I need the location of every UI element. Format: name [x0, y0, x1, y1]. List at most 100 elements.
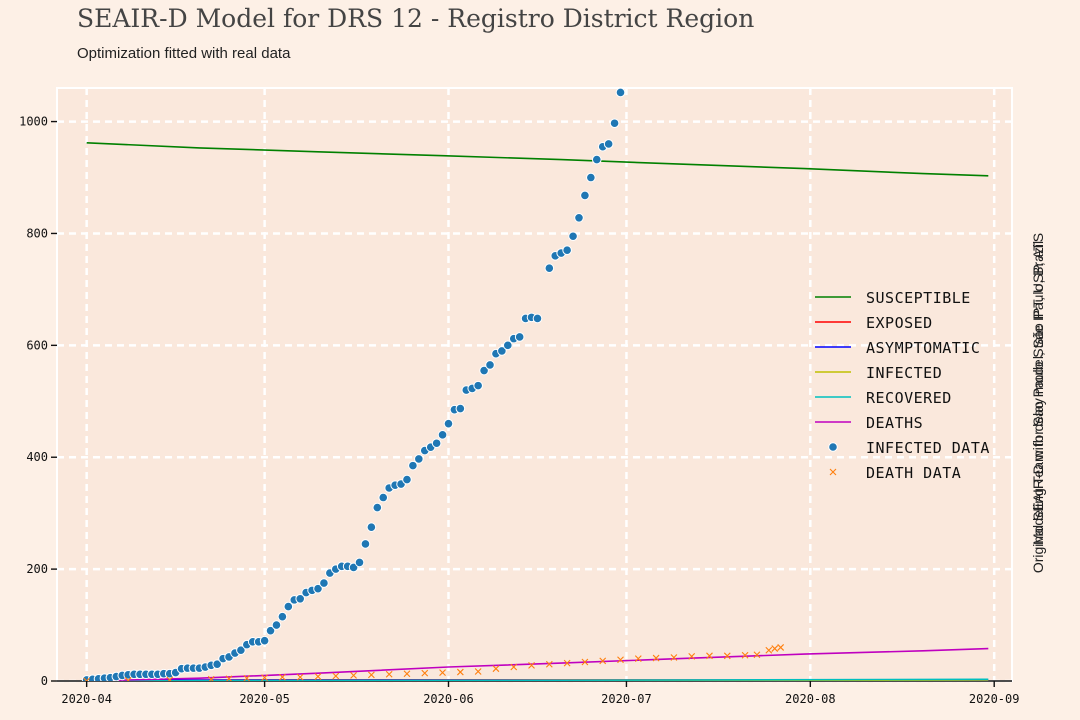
series-line-deaths [86, 647, 989, 681]
legend: SUSCEPTIBLE EXPOSED ASYMPTOMATIC INFECTED RE… [815, 289, 990, 482]
point-death-data [83, 677, 91, 681]
legend-label-recovered: RECOVERED [866, 389, 952, 407]
point-infected-data [354, 557, 365, 568]
legend-label-susceptible: SUSCEPTIBLE [866, 289, 971, 307]
point-death-data [243, 674, 251, 681]
point-death-data [741, 651, 749, 659]
point-death-data [528, 661, 535, 669]
point-death-data [581, 658, 589, 666]
point-death-data [385, 670, 393, 678]
point-infected-data [485, 360, 495, 370]
point-infected-data [265, 625, 276, 636]
point-infected-data [378, 492, 389, 503]
point-death-data [510, 663, 518, 671]
y-tick-label: 800 [26, 226, 48, 240]
point-infected-data [366, 522, 377, 532]
point-infected-data [514, 332, 525, 342]
y-tick-label: 0 [41, 674, 48, 688]
point-death-data [634, 655, 642, 663]
point-death-data [332, 672, 340, 680]
point-death-data [777, 644, 785, 651]
x-tick-label: 2020-07 [601, 692, 652, 706]
y-tick-label: 200 [26, 562, 48, 576]
point-infected-data [372, 502, 383, 513]
chart-title: SEAIR-D Model for DRS 12 - Registro Dist… [77, 4, 755, 33]
point-infected-data [236, 645, 246, 656]
point-infected-data [497, 346, 507, 356]
series-line-susceptible [86, 142, 989, 177]
point-death-data [765, 646, 773, 654]
point-death-data [421, 669, 429, 677]
point-death-data [207, 675, 215, 681]
point-infected-data [437, 430, 448, 440]
y-tick-label: 600 [26, 338, 48, 352]
point-death-data [723, 652, 731, 660]
y-tick-label: 400 [26, 450, 48, 464]
plot-area [56, 87, 1013, 682]
legend-label-deaths: DEATHS [866, 414, 923, 432]
legend-label-infected: INFECTED [866, 364, 942, 382]
point-infected-data [503, 340, 513, 351]
point-infected-data [544, 263, 555, 273]
x-tick-label: 2020-04 [61, 692, 112, 706]
point-death-data [474, 668, 482, 675]
point-infected-data [532, 313, 543, 324]
legend-label-infected-data: INFECTED DATA [866, 439, 990, 457]
point-death-data [314, 673, 322, 680]
point-death-data [166, 676, 174, 681]
legend-label-exposed: EXPOSED [866, 314, 933, 332]
point-infected-data [414, 454, 424, 464]
point-death-data [456, 668, 464, 676]
point-death-data [706, 652, 713, 660]
point-infected-data [295, 593, 305, 604]
series-line-recovered [86, 678, 989, 681]
point-death-data [545, 660, 553, 668]
point-infected-data [574, 212, 584, 223]
point-death-data [753, 651, 761, 659]
point-infected-data [212, 659, 222, 670]
point-death-data [350, 672, 357, 679]
point-infected-data [408, 460, 418, 471]
point-infected-data [580, 190, 590, 201]
y-tick-label: 1000 [19, 115, 48, 129]
point-death-data [124, 677, 132, 681]
x-tick-label: 2020-08 [785, 692, 836, 706]
point-death-data [771, 645, 779, 652]
point-infected-data [479, 365, 489, 376]
point-infected-data [586, 172, 596, 183]
point-infected-data [431, 438, 442, 449]
legend-label-death-data: DEATH DATA [866, 464, 961, 482]
point-death-data [492, 665, 500, 673]
point-death-data [367, 671, 375, 679]
point-death-data [279, 673, 286, 681]
point-death-data [296, 673, 304, 681]
point-death-data [225, 675, 233, 681]
point-infected-data [313, 583, 323, 594]
plot-series [81, 88, 989, 681]
point-death-data [617, 656, 624, 664]
point-infected-data [568, 231, 578, 242]
point-death-data [403, 670, 411, 678]
legend-label-asymptomatic: ASYMPTOMATIC [866, 339, 980, 357]
x-tick-label: 2020-06 [423, 692, 474, 706]
point-infected-data [360, 539, 371, 549]
point-infected-data [277, 611, 288, 622]
point-infected-data [603, 139, 614, 149]
legend-swatch-death-data [829, 468, 837, 476]
point-infected-data [443, 418, 454, 429]
point-death-data [652, 654, 660, 662]
point-infected-data [402, 474, 412, 485]
point-infected-data [615, 88, 626, 98]
x-tick-label: 2020-05 [239, 692, 290, 706]
chart-subtitle: Optimization fitted with real data [77, 45, 291, 62]
point-infected-data [562, 245, 572, 256]
point-infected-data [319, 578, 329, 588]
point-infected-data [259, 635, 270, 646]
point-death-data [563, 659, 571, 667]
point-infected-data [283, 601, 294, 612]
point-death-data [688, 652, 696, 660]
point-death-data [439, 669, 446, 676]
x-tick-label: 2020-09 [969, 692, 1020, 706]
point-infected-data [473, 380, 483, 391]
